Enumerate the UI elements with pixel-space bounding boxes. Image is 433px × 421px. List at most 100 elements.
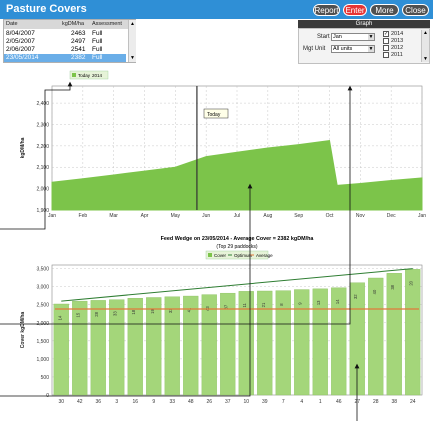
feed-wedge-bar — [220, 292, 236, 396]
bar-value-label: 32 — [353, 294, 358, 299]
scroll-down-icon[interactable]: ▼ — [130, 55, 135, 61]
paddock-tick-label: 42 — [77, 399, 83, 405]
bar-value-label: 20 — [409, 280, 414, 285]
legend-optimum-entry: Optimum — [234, 253, 253, 258]
bar-value-label: 38 — [390, 284, 395, 289]
enter-button[interactable]: Enter — [343, 4, 367, 16]
row-assessment: Full — [92, 46, 103, 53]
wedge-y-tick-label: 500 — [41, 375, 50, 381]
paddock-tick-label: 33 — [169, 399, 175, 405]
feed-wedge-bar — [127, 298, 143, 396]
paddock-tick-label: 10 — [243, 399, 249, 405]
column-header-assessment[interactable]: Assessment — [92, 21, 122, 27]
feed-wedge-bar — [72, 300, 88, 396]
row-assessment: Full — [92, 30, 103, 37]
cover-trend-area-2014 — [51, 139, 423, 211]
feed-wedge-bar — [257, 290, 273, 396]
bar-value-label: 33 — [113, 311, 118, 316]
scroll-up-icon[interactable]: ▲ — [423, 30, 428, 36]
today-label: Today — [207, 112, 221, 118]
bar-value-label: 15 — [76, 312, 81, 317]
year-2013-checkbox[interactable] — [383, 38, 389, 44]
table-row[interactable]: 8/04/2007 2463 Full — [4, 30, 126, 38]
trend-x-tick-label: Oct — [326, 213, 334, 219]
year-2013-label: 2013 — [391, 38, 404, 44]
legend-average-entry: Average — [256, 253, 273, 258]
paddock-tick-label: 37 — [225, 399, 231, 405]
bar-value-label: 9 — [298, 302, 303, 305]
mgt-unit-select[interactable]: All units ▼ — [331, 45, 375, 53]
row-cover: 2463 — [71, 30, 86, 37]
close-button[interactable]: Close — [402, 4, 429, 16]
row-date: 2/05/2007 — [6, 38, 35, 45]
bar-value-label: 21 — [261, 302, 266, 307]
mgt-unit-select-value: All units — [333, 46, 353, 52]
row-assessment: Full — [92, 54, 103, 61]
paddock-tick-label: 46 — [336, 399, 342, 405]
paddock-tick-label: 1 — [319, 399, 322, 405]
feed-wedge-bar — [312, 288, 328, 396]
more-button[interactable]: More — [370, 4, 399, 16]
trend-x-tick-label: Jun — [202, 213, 210, 219]
trend-x-tick-label: Feb — [79, 213, 88, 219]
feed-wedge-bar — [405, 269, 421, 396]
year-2011-checkbox[interactable] — [383, 52, 389, 58]
trend-x-tick-label: May — [171, 213, 181, 219]
cover-trend-axis-labels: Jan Feb Mar Apr May Jun Jul Aug Sep Oct Nov Dec Jan1… — [36, 101, 426, 219]
column-header-date[interactable]: Date — [6, 21, 18, 27]
feed-wedge-bar — [201, 294, 217, 396]
trend-x-tick-label: Apr — [141, 213, 149, 219]
table-row[interactable]: 2/05/2007 2497 Full — [4, 38, 126, 46]
trend-x-tick-label: Sep — [294, 213, 303, 219]
bar-value-label: 18 — [131, 309, 136, 314]
row-cover: 2497 — [71, 38, 86, 45]
bar-value-label: 33 — [168, 308, 173, 313]
report-button[interactable]: Report — [313, 4, 340, 16]
start-select[interactable]: Jan ▼ — [331, 33, 375, 41]
row-date: 8/04/2007 — [6, 30, 35, 37]
graph-options-panel: Graph Start Jan ▼ Mgt Unit All units ▼ ✓… — [298, 20, 430, 64]
row-cover: 2541 — [71, 46, 86, 53]
today-label-box — [203, 108, 229, 119]
scroll-down-icon[interactable]: ▼ — [423, 56, 428, 62]
table-row[interactable]: 2/06/2007 2541 Full — [4, 46, 126, 54]
feed-wedge-bar — [164, 296, 180, 396]
bar-value-label: 40 — [372, 289, 377, 294]
trend-x-tick-label: Jan — [48, 213, 56, 219]
trend-y-tick-label: 2,400 — [36, 101, 49, 107]
cover-trend-ylabel: kgDM/ha — [20, 137, 26, 158]
year-2012-checkbox[interactable] — [383, 45, 389, 51]
feed-wedge-bar — [331, 287, 347, 396]
table-scrollbar[interactable]: ▲ ▼ — [128, 20, 136, 62]
paddock-tick-label: 3 — [115, 399, 118, 405]
year-2011-label: 2011 — [391, 52, 403, 58]
legend-cover-swatch — [208, 253, 212, 257]
bar-value-label: 19 — [150, 309, 155, 314]
bar-value-label: 28 — [94, 311, 99, 316]
trend-x-tick-label: Dec — [387, 213, 396, 219]
paddock-tick-label: 48 — [188, 399, 194, 405]
trend-y-tick-label: 2,000 — [36, 187, 49, 193]
graph-panel-body: Start Jan ▼ Mgt Unit All units ▼ ✓ 2014 … — [298, 28, 430, 64]
row-date: 23/05/2014 — [6, 54, 39, 61]
scroll-up-icon[interactable]: ▲ — [130, 21, 135, 27]
year-2014-checkbox[interactable]: ✓ — [383, 31, 389, 37]
optimum-line — [61, 268, 413, 302]
legend-2014-swatch — [72, 73, 76, 77]
trend-y-tick-label: 1,900 — [36, 208, 49, 214]
bar-value-label: 11 — [242, 303, 247, 308]
table-row-selected[interactable]: 23/05/2014 2382 Full — [4, 54, 126, 62]
paddock-tick-label: 7 — [282, 399, 285, 405]
feed-wedge-bar — [368, 277, 384, 396]
feed-wedge-legend — [205, 250, 269, 260]
trend-y-tick-label: 2,300 — [36, 122, 49, 128]
paddock-tick-label: 28 — [373, 399, 379, 405]
trend-x-tick-label: Jan — [418, 213, 426, 219]
paddock-tick-label: 4 — [300, 399, 303, 405]
year-list-scrollbar[interactable]: ▲ ▼ — [421, 30, 429, 62]
column-header-cover[interactable]: kgDM/ha — [62, 21, 85, 27]
start-label: Start — [317, 34, 330, 40]
chevron-down-icon: ▼ — [368, 46, 374, 52]
feed-wedge-bar — [275, 290, 291, 396]
